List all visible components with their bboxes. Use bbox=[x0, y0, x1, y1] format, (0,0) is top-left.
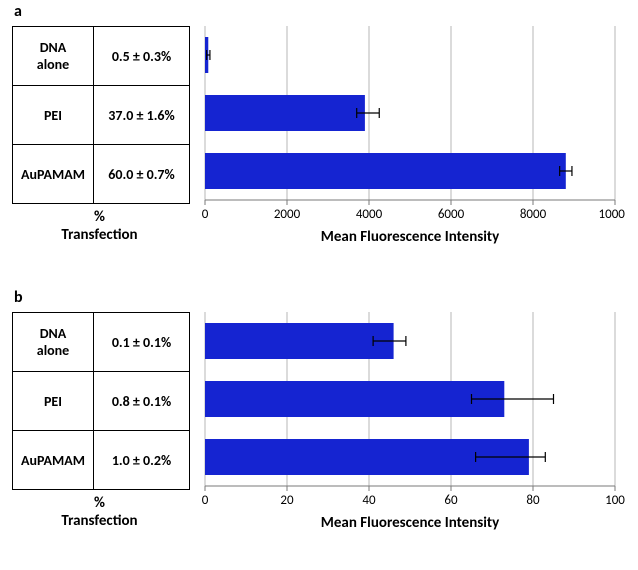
row-name: DNAalone bbox=[13, 27, 94, 86]
table-row: AuPAMAM60.0 ± 0.7% bbox=[13, 145, 190, 204]
panel-label: b bbox=[14, 288, 23, 307]
bar bbox=[205, 381, 504, 417]
table-axis-title: %Transfection bbox=[12, 494, 187, 530]
row-name: DNAalone bbox=[13, 313, 94, 372]
x-tick-label: 100 bbox=[605, 493, 625, 508]
row-value: 0.8 ± 0.1% bbox=[94, 372, 190, 431]
x-tick-label: 10000 bbox=[599, 207, 625, 222]
x-tick-label: 4000 bbox=[356, 207, 383, 222]
table-row: AuPAMAM1.0 ± 0.2% bbox=[13, 431, 190, 490]
x-tick-label: 2000 bbox=[274, 207, 301, 222]
x-tick-label: 80 bbox=[526, 493, 540, 508]
row-value: 0.1 ± 0.1% bbox=[94, 313, 190, 372]
table-axis-title: %Transfection bbox=[12, 208, 187, 244]
table-row: PEI0.8 ± 0.1% bbox=[13, 372, 190, 431]
x-tick-label: 20 bbox=[280, 493, 294, 508]
row-value: 60.0 ± 0.7% bbox=[94, 145, 190, 204]
bar bbox=[205, 95, 365, 131]
row-value: 1.0 ± 0.2% bbox=[94, 431, 190, 490]
x-tick-label: 6000 bbox=[438, 207, 465, 222]
bar-chart: 0 20 40 60 80 100 bbox=[195, 312, 625, 538]
row-value: 37.0 ± 1.6% bbox=[94, 86, 190, 145]
data-table: DNAalone0.1 ± 0.1%PEI0.8 ± 0.1%AuPAMAM1.… bbox=[12, 312, 190, 490]
row-name: AuPAMAM bbox=[13, 145, 94, 204]
bar bbox=[205, 153, 566, 189]
x-axis-title: Mean Fluorescence Intensity bbox=[195, 228, 625, 246]
row-name: AuPAMAM bbox=[13, 431, 94, 490]
table-row: DNAalone0.1 ± 0.1% bbox=[13, 313, 190, 372]
x-axis-title: Mean Fluorescence Intensity bbox=[195, 514, 625, 532]
table-row: DNAalone0.5 ± 0.3% bbox=[13, 27, 190, 86]
row-value: 0.5 ± 0.3% bbox=[94, 27, 190, 86]
row-name: PEI bbox=[13, 372, 94, 431]
x-tick-label: 8000 bbox=[520, 207, 547, 222]
x-tick-label: 40 bbox=[362, 493, 376, 508]
x-tick-label: 0 bbox=[202, 493, 209, 508]
bar bbox=[205, 323, 394, 359]
data-table: DNAalone0.5 ± 0.3%PEI37.0 ± 1.6%AuPAMAM6… bbox=[12, 26, 190, 204]
bar-chart: 0 2000 4000 6000 8000 10000 bbox=[195, 26, 625, 252]
x-tick-label: 60 bbox=[444, 493, 458, 508]
x-tick-label: 0 bbox=[202, 207, 209, 222]
table-row: PEI37.0 ± 1.6% bbox=[13, 86, 190, 145]
figure-canvas: aDNAalone0.5 ± 0.3%PEI37.0 ± 1.6%AuPAMAM… bbox=[0, 0, 638, 570]
panel-label: a bbox=[14, 2, 22, 21]
row-name: PEI bbox=[13, 86, 94, 145]
